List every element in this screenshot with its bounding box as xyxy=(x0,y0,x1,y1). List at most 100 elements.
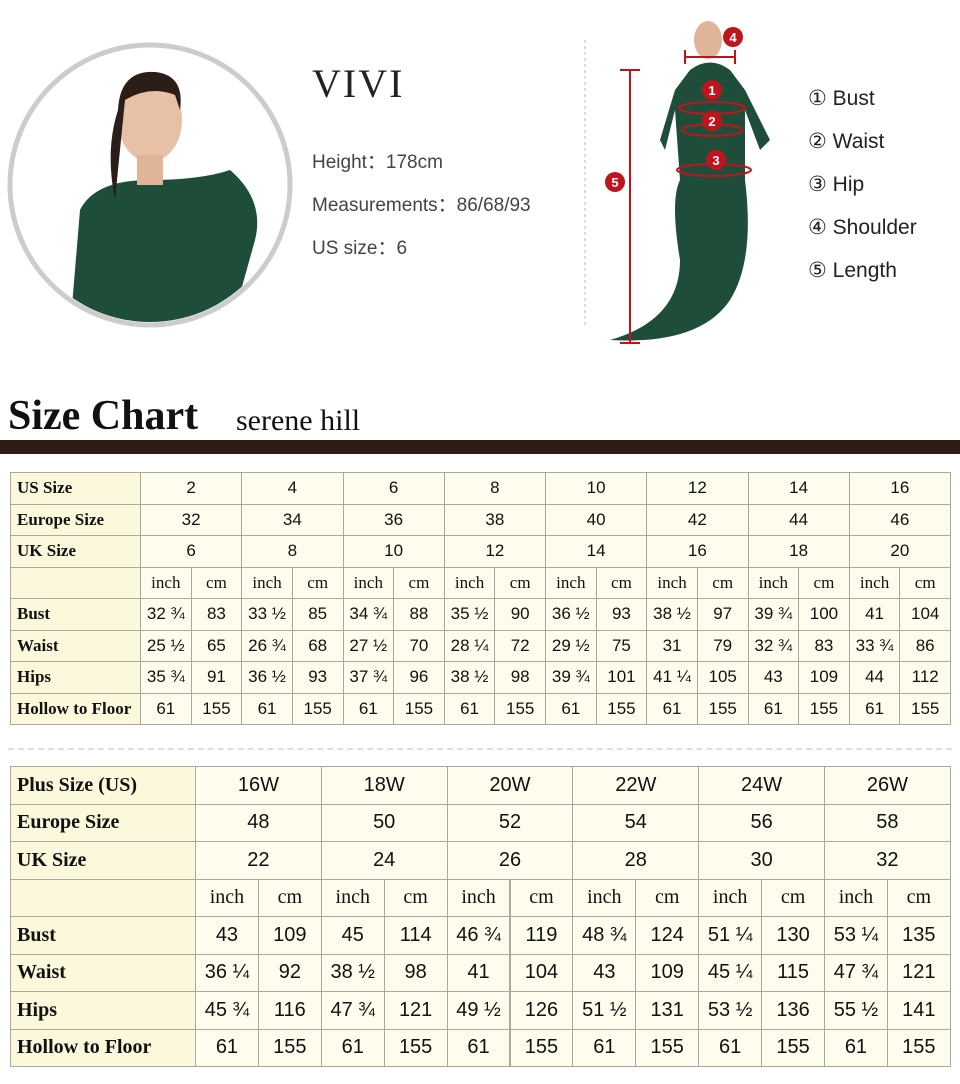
measure-cell: 61 xyxy=(446,1028,511,1067)
measure-cell: 155 xyxy=(393,692,445,725)
row-label: Europe Size xyxy=(10,503,141,536)
size-cell: 48 xyxy=(195,803,322,842)
size-cell: 16W xyxy=(195,766,322,805)
row-label xyxy=(10,566,141,599)
measure-cell: 155 xyxy=(383,1028,448,1067)
model-detail: Height：178cm xyxy=(312,152,443,173)
measure-cell: 61 xyxy=(824,1028,888,1067)
measure-cell: 155 xyxy=(886,1028,951,1067)
size-cell: 24 xyxy=(320,841,448,880)
measure-cell: 119 xyxy=(509,916,574,955)
measure-cell: 135 xyxy=(886,916,951,955)
row-label: US Size xyxy=(10,472,141,505)
measure-cell: 121 xyxy=(886,953,951,992)
measure-cell: 36 ¼ xyxy=(195,953,259,992)
measure-cell: 35 ½ xyxy=(443,598,496,631)
measure-cell: 31 xyxy=(646,629,698,662)
measure-cell: 130 xyxy=(761,916,825,955)
measure-cell: 155 xyxy=(899,692,951,725)
measure-cell: 98 xyxy=(494,661,546,694)
measure-cell: 155 xyxy=(761,1028,825,1067)
measure-cell: 114 xyxy=(383,916,448,955)
illustration: 1 2 3 4 5 xyxy=(7,21,770,344)
measure-cell: 141 xyxy=(886,991,951,1030)
measure-cell: 61 xyxy=(342,692,395,725)
unit-cell: inch xyxy=(848,566,901,599)
unit-cell: inch xyxy=(241,566,293,599)
unit-cell: inch xyxy=(320,878,385,917)
measure-cell: 45 xyxy=(320,916,385,955)
size-cell: 52 xyxy=(446,803,574,842)
unit-cell: inch xyxy=(646,566,698,599)
measure-cell: 104 xyxy=(509,953,574,992)
row-label: Hips xyxy=(10,661,141,694)
size-cell: 20 xyxy=(848,535,951,568)
measure-cell: 155 xyxy=(291,692,344,725)
model-name: VIVI xyxy=(312,61,405,106)
measure-cell: 45 ¾ xyxy=(195,991,259,1030)
size-cell: 22W xyxy=(572,766,700,805)
measure-cell: 47 ¾ xyxy=(320,991,385,1030)
size-cell: 20W xyxy=(446,766,574,805)
measure-cell: 39 ¾ xyxy=(747,598,800,631)
size-cell: 16 xyxy=(848,472,951,505)
unit-cell: cm xyxy=(393,566,445,599)
measure-cell: 61 xyxy=(747,692,800,725)
size-cell: 4 xyxy=(241,472,344,505)
measure-cell: 75 xyxy=(595,629,648,662)
size-cell: 2 xyxy=(140,472,243,505)
marker xyxy=(605,172,625,192)
measure-cell: 44 xyxy=(848,661,901,694)
measure-cell: 155 xyxy=(509,1028,574,1067)
measure-cell: 155 xyxy=(257,1028,322,1067)
marker-number: 4 xyxy=(729,30,737,45)
measure-cell: 96 xyxy=(393,661,445,694)
unit-cell: inch xyxy=(698,878,763,917)
unit-cell: inch xyxy=(443,566,496,599)
unit-cell: cm xyxy=(899,566,951,599)
measure-cell: 55 ½ xyxy=(824,991,888,1030)
measure-cell: 43 xyxy=(747,661,800,694)
measure-cell: 61 xyxy=(698,1028,763,1067)
size-cell: 22 xyxy=(195,841,322,880)
measure-cell: 79 xyxy=(696,629,749,662)
measure-cell: 126 xyxy=(509,991,574,1030)
unit-cell: inch xyxy=(140,566,192,599)
size-cell: 42 xyxy=(646,503,749,536)
unit-cell: inch xyxy=(342,566,395,599)
row-label: Bust xyxy=(10,916,196,955)
size-cell: 34 xyxy=(241,503,344,536)
size-cell: 26W xyxy=(824,766,951,805)
unit-cell: cm xyxy=(798,566,850,599)
measure-cell: 37 ¾ xyxy=(342,661,395,694)
size-cell: 24W xyxy=(698,766,825,805)
legend-item: ④ Shoulder xyxy=(808,216,917,239)
unit-cell: cm xyxy=(761,878,825,917)
unit-cell: cm xyxy=(595,566,648,599)
measure-cell: 136 xyxy=(761,991,825,1030)
size-cell: 12 xyxy=(646,472,749,505)
unit-cell: inch xyxy=(747,566,800,599)
measure-cell: 105 xyxy=(696,661,749,694)
size-cell: 16 xyxy=(646,535,749,568)
measure-cell: 25 ½ xyxy=(140,629,192,662)
measure-cell: 39 ¾ xyxy=(545,661,597,694)
measure-cell: 61 xyxy=(848,692,901,725)
unit-cell: inch xyxy=(446,878,511,917)
size-cell: 32 xyxy=(140,503,243,536)
measure-cell: 35 ¾ xyxy=(140,661,192,694)
size-cell: 26 xyxy=(446,841,574,880)
measure-cell: 86 xyxy=(899,629,951,662)
size-cell: 6 xyxy=(140,535,243,568)
header-bar xyxy=(0,440,960,454)
measure-cell: 109 xyxy=(257,916,322,955)
unit-cell: inch xyxy=(572,878,637,917)
measure-cell: 27 ½ xyxy=(342,629,395,662)
row-label: Hollow to Floor xyxy=(10,1028,196,1067)
row-label xyxy=(10,878,196,917)
size-cell: 32 xyxy=(824,841,951,880)
unit-cell: cm xyxy=(291,566,344,599)
legend-item: ② Waist xyxy=(808,130,885,153)
row-label: Hollow to Floor xyxy=(10,692,141,725)
measure-cell: 38 ½ xyxy=(320,953,385,992)
